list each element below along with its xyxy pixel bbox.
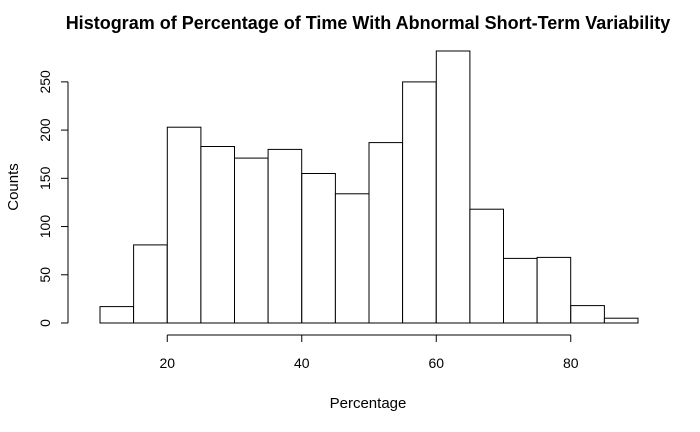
histogram-bar-20-25 — [166, 126, 202, 324]
histogram-bar-30-35 — [234, 157, 269, 324]
y-tick-label-50: 50 — [37, 267, 53, 283]
x-tick-label-40: 40 — [294, 355, 310, 371]
y-tick-label-150: 150 — [37, 166, 53, 190]
y-tick-label-250: 250 — [37, 70, 53, 94]
y-axis-label: Counts — [5, 163, 22, 211]
histogram-bar-85-90 — [603, 317, 639, 324]
histogram-bar-10-15 — [99, 306, 135, 324]
histogram-bar-45-50 — [334, 193, 370, 324]
histogram-bar-80-85 — [570, 305, 605, 324]
histogram-bar-15-20 — [133, 244, 168, 324]
histogram-bar-60-65 — [435, 50, 471, 324]
histogram-bar-75-80 — [536, 256, 572, 324]
y-tick-label-0: 0 — [37, 319, 53, 327]
histogram-bar-25-30 — [200, 146, 235, 324]
y-tick-label-100: 100 — [37, 215, 53, 239]
x-tick-label-60: 60 — [428, 355, 444, 371]
x-axis-label: Percentage — [330, 395, 407, 412]
histogram-bar-70-75 — [503, 257, 538, 324]
histogram-bar-50-55 — [368, 142, 404, 324]
y-axis: 0 50 100 150 200 250 — [37, 70, 69, 327]
x-axis: 20 40 60 80 — [159, 334, 579, 371]
histogram-bar-35-40 — [267, 148, 303, 324]
histogram-bar-55-60 — [402, 81, 437, 324]
x-tick-label-80: 80 — [563, 355, 579, 371]
y-tick-label-200: 200 — [37, 118, 53, 142]
histogram-bar-40-45 — [301, 173, 336, 324]
histogram-bar-65-70 — [469, 208, 504, 324]
bars-group — [99, 50, 639, 324]
chart-title: Histogram of Percentage of Time With Abn… — [66, 13, 671, 33]
x-tick-label-20: 20 — [159, 355, 175, 371]
